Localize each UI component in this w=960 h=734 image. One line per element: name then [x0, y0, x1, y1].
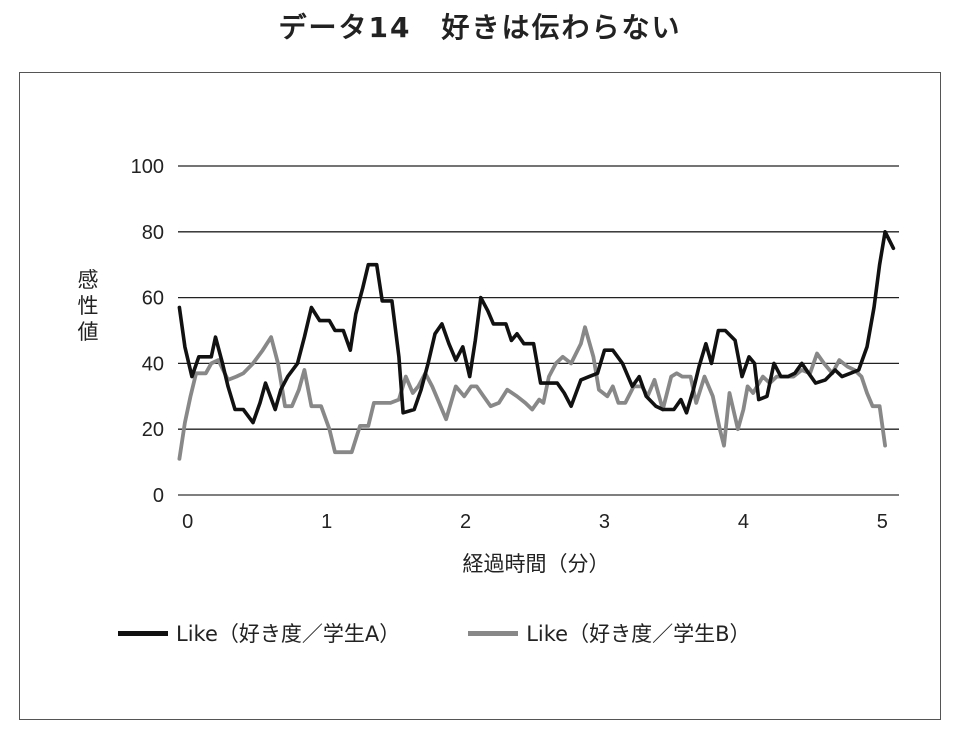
- chart-frame: [19, 72, 941, 720]
- x-tick-label-0: 0: [182, 511, 193, 533]
- page-title: データ14 好きは伝わらない: [278, 11, 682, 44]
- series-line-student-a: [177, 230, 896, 425]
- series-line-student-b: [177, 325, 887, 461]
- x-tick-label-2: 2: [460, 511, 471, 533]
- y-tick-label-20: 20: [142, 419, 164, 441]
- y-tick-label-100: 100: [131, 156, 164, 178]
- gridlines: [178, 165, 899, 496]
- y-axis-title: 感性値: [78, 268, 99, 344]
- series-lines: [177, 230, 896, 461]
- legend-label-student-a: Like（好き度／学生A）: [176, 622, 401, 646]
- legend-swatch-student-a: [118, 630, 168, 636]
- x-tick-label-3: 3: [599, 511, 610, 533]
- legend-item-student-b: Like（好き度／学生B）: [468, 618, 751, 648]
- legend: Like（好き度／学生A） Like（好き度／学生B）: [118, 616, 819, 650]
- y-tick-label-60: 60: [142, 288, 164, 310]
- legend-swatch-student-b: [468, 630, 519, 636]
- x-tick-labels: 0 1 2 3 4 5: [182, 511, 888, 533]
- legend-label-student-b: Like（好き度／学生B）: [526, 622, 751, 646]
- x-axis-title: 経過時間（分）: [463, 552, 610, 576]
- x-tick-label-5: 5: [877, 511, 888, 533]
- legend-item-student-a: Like（好き度／学生A）: [118, 618, 400, 648]
- x-tick-label-1: 1: [321, 511, 332, 533]
- y-tick-label-80: 80: [142, 222, 164, 244]
- x-tick-label-4: 4: [738, 511, 749, 533]
- y-tick-label-0: 0: [153, 485, 164, 507]
- y-tick-labels: 0 20 40 60 80 100: [131, 156, 164, 507]
- y-tick-label-40: 40: [142, 353, 164, 375]
